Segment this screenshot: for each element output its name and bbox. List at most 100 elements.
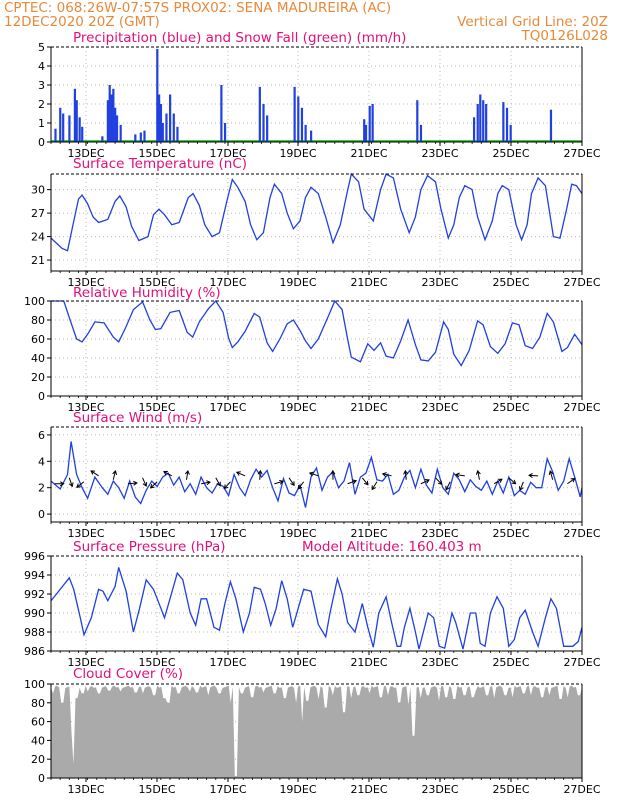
precip-bar bbox=[502, 102, 505, 142]
wind-arrow-head bbox=[497, 478, 503, 483]
x-tick-label: 17DEC bbox=[209, 401, 246, 414]
precip-bar bbox=[112, 88, 115, 142]
x-tick-label: 15DEC bbox=[138, 783, 175, 796]
wind-arrow bbox=[477, 470, 480, 480]
wind-arrow-head bbox=[330, 469, 336, 475]
header-date: 12DEC2020 20Z (GMT) bbox=[4, 14, 160, 30]
x-tick-label: 13DEC bbox=[67, 276, 104, 289]
panel-title: Cloud Cover (%) bbox=[73, 666, 183, 682]
wind-arrow-head bbox=[142, 482, 148, 487]
x-tick-label: 21DEC bbox=[350, 783, 387, 796]
wind-arrow bbox=[142, 477, 147, 487]
y-tick-label: 21 bbox=[31, 254, 45, 267]
y-tick-label: 20 bbox=[31, 753, 45, 766]
wind-arrow bbox=[309, 472, 319, 477]
panel-title: Surface Wind (m/s) bbox=[73, 410, 202, 426]
wind-arrow bbox=[224, 481, 231, 489]
wind-arrow bbox=[288, 477, 295, 486]
precip-bar bbox=[482, 100, 485, 142]
wind-arrow-head bbox=[76, 483, 81, 488]
y-tick-label: 0 bbox=[38, 772, 45, 785]
wind-arrow bbox=[163, 471, 173, 477]
x-tick-label: 13DEC bbox=[67, 147, 104, 160]
precip-bar bbox=[419, 124, 423, 142]
x-tick-label: 27DEC bbox=[563, 527, 600, 540]
x-tick-label: 21DEC bbox=[350, 401, 387, 414]
wind-arrow bbox=[567, 478, 576, 485]
panel-title: Relative Humidity (%) bbox=[73, 285, 221, 301]
precip-bar bbox=[258, 86, 261, 142]
panel-1: 21 24 27 30 13DEC 15DEC 17DEC 19DEC 21DEC 23DEC 25… bbox=[31, 156, 601, 289]
wind-arrow bbox=[112, 470, 116, 480]
wind-arrow bbox=[420, 479, 430, 485]
precip-bar bbox=[505, 107, 509, 142]
x-tick-label: 21DEC bbox=[350, 656, 387, 669]
y-tick-label: 100 bbox=[24, 678, 45, 691]
x-tick-label: 25DEC bbox=[492, 401, 529, 414]
wind-arrow-head bbox=[570, 478, 576, 483]
wind-arrow bbox=[371, 481, 378, 490]
precip-bar bbox=[297, 96, 300, 142]
y-tick-label: 40 bbox=[31, 352, 45, 365]
x-tick-label: 23DEC bbox=[421, 783, 458, 796]
precip-bar bbox=[176, 126, 179, 142]
y-tick-label: 2 bbox=[38, 98, 45, 111]
x-tick-label: 23DEC bbox=[421, 276, 458, 289]
wind-arrow-head bbox=[59, 481, 65, 487]
y-tick-label: 0 bbox=[38, 508, 45, 521]
x-tick-label: 21DEC bbox=[350, 147, 387, 160]
x-tick-label: 25DEC bbox=[492, 783, 529, 796]
x-tick-label: 17DEC bbox=[209, 656, 246, 669]
precip-bar bbox=[158, 94, 161, 142]
x-tick-label: 17DEC bbox=[209, 527, 246, 540]
wind-arrow bbox=[90, 470, 99, 477]
wind-arrow-head bbox=[445, 485, 450, 491]
cloud-cover-area bbox=[51, 685, 582, 778]
wind-arrow-head bbox=[371, 485, 376, 491]
precip-bar bbox=[220, 85, 223, 142]
precip-bar bbox=[159, 104, 163, 142]
wind-arrow-head bbox=[184, 469, 190, 475]
wind-arrow-head bbox=[68, 482, 74, 488]
x-tick-label: 25DEC bbox=[492, 276, 529, 289]
precip-bar bbox=[368, 105, 371, 142]
wind-arrow bbox=[259, 470, 261, 480]
precip-bar bbox=[134, 134, 137, 142]
panel-4: 986 988 990 992 994 996 13DEC 15DEC 17DEC 19DEC 21… bbox=[24, 539, 601, 669]
y-tick-label: 988 bbox=[24, 626, 45, 639]
header-grid-line: Vertical Grid Line: 20Z bbox=[457, 14, 608, 30]
wind-arrow-head bbox=[548, 470, 554, 476]
x-tick-label: 15DEC bbox=[138, 527, 175, 540]
x-tick-label: 19DEC bbox=[279, 147, 316, 160]
wind-arrow-head bbox=[381, 472, 387, 477]
header-model-code: TQ0126L028 bbox=[520, 28, 608, 44]
wind-arrow bbox=[150, 481, 158, 489]
precip-bar bbox=[509, 124, 512, 142]
precip-bar bbox=[479, 94, 482, 142]
precip-bar bbox=[165, 113, 168, 142]
y-tick-label: 0 bbox=[38, 390, 45, 403]
wind-arrow-head bbox=[206, 480, 211, 486]
wind-arrow bbox=[127, 482, 137, 485]
y-tick-label: 3 bbox=[38, 79, 45, 92]
wind-arrow-head bbox=[235, 471, 241, 476]
x-tick-label: 27DEC bbox=[563, 656, 600, 669]
precip-bar bbox=[81, 126, 84, 142]
wind-arrow-head bbox=[112, 470, 118, 476]
y-tick-label: 80 bbox=[31, 697, 45, 710]
x-tick-label: 23DEC bbox=[421, 147, 458, 160]
wind-arrow bbox=[445, 481, 451, 491]
y-tick-label: 0 bbox=[38, 136, 45, 149]
wind-arrow bbox=[404, 470, 407, 480]
y-tick-label: 30 bbox=[31, 184, 45, 197]
y-tick-label: 6 bbox=[38, 429, 45, 442]
wind-arrow-head bbox=[352, 479, 358, 485]
wind-arrow-head bbox=[528, 473, 533, 479]
wind-arrow bbox=[361, 477, 369, 486]
wind-arrow-head bbox=[149, 483, 155, 489]
wind-arrow-head bbox=[518, 486, 524, 492]
precip-bar bbox=[472, 117, 476, 142]
precip-bar bbox=[266, 115, 269, 142]
x-tick-label: 27DEC bbox=[563, 401, 600, 414]
x-tick-label: 19DEC bbox=[279, 656, 316, 669]
